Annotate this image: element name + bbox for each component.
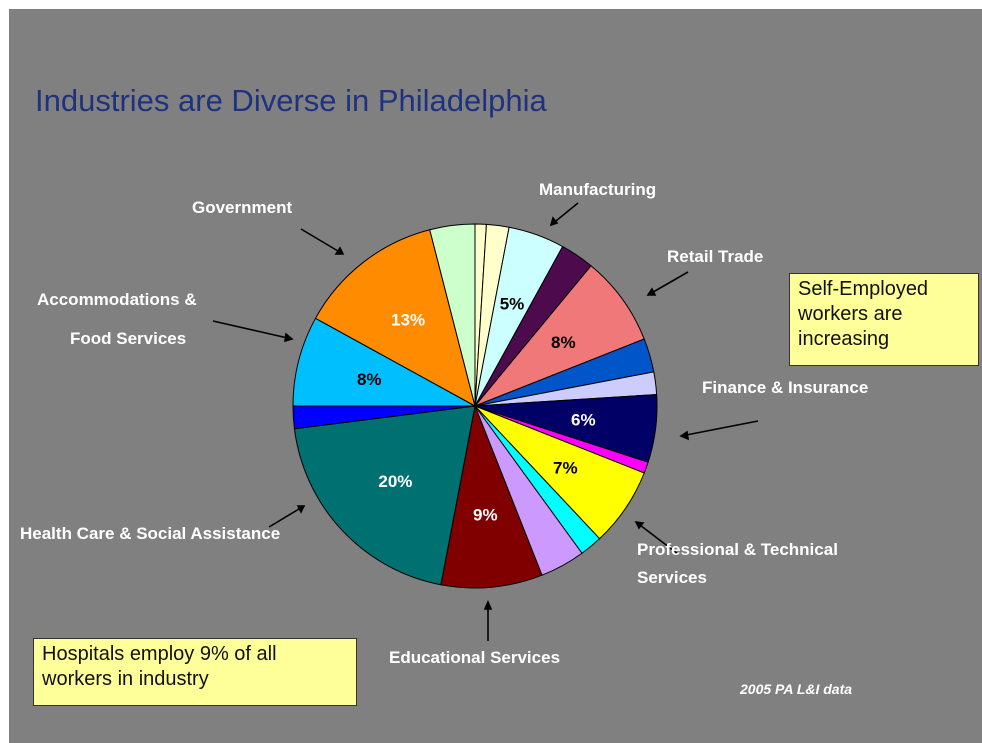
arrowhead-retail bbox=[646, 287, 657, 296]
arrowhead-educational bbox=[483, 599, 493, 610]
label-accommodations-line2: Food Services bbox=[70, 329, 187, 348]
arrowhead-accommodations bbox=[284, 332, 294, 343]
pie-data-label-15: 8% bbox=[357, 370, 382, 389]
note-self-employed: Self-Employed workers are increasing bbox=[789, 273, 979, 366]
pie-data-label-16: 13% bbox=[391, 311, 425, 330]
label-government: Government bbox=[192, 198, 293, 217]
pie-slice-16 bbox=[314, 229, 476, 407]
pie-data-label-7: 6% bbox=[571, 411, 596, 430]
label-accommodations-line1: Accommodations & bbox=[37, 290, 197, 309]
arrowhead-health bbox=[296, 505, 306, 514]
slide: Industries are Diverse in Philadelphia 5… bbox=[9, 9, 982, 743]
arrow-finance bbox=[680, 420, 759, 437]
pie-data-label-12: 9% bbox=[473, 506, 498, 525]
label-educational-services: Educational Services bbox=[389, 648, 561, 667]
arrow-government bbox=[300, 228, 344, 255]
arrowhead-professional bbox=[634, 520, 645, 530]
pie-slice-12 bbox=[440, 404, 543, 589]
pie-data-label-4: 8% bbox=[551, 333, 576, 352]
arrow-retail bbox=[647, 271, 689, 296]
arrowhead-finance bbox=[679, 430, 689, 441]
label-professional-line2: Services bbox=[637, 568, 707, 587]
arrowhead-manufacturing bbox=[549, 216, 559, 227]
pie-slice-4 bbox=[474, 265, 645, 407]
arrowhead-government bbox=[334, 246, 345, 255]
arrow-professional bbox=[635, 521, 679, 555]
label-health-care: Health Care & Social Assistance bbox=[20, 524, 281, 543]
label-finance-insurance: Finance & Insurance bbox=[702, 378, 869, 397]
note-hospitals: Hospitals employ 9% of all workers in in… bbox=[33, 638, 357, 706]
pie-data-label-13: 20% bbox=[378, 472, 412, 491]
slide-title: Industries are Diverse in Philadelphia bbox=[35, 83, 547, 118]
pie-data-label-9: 7% bbox=[553, 458, 578, 477]
pie-data-label-2: 5% bbox=[500, 294, 525, 313]
label-retail-trade: Retail Trade bbox=[667, 247, 764, 266]
arrow-accommodations bbox=[212, 320, 293, 340]
source-caption: 2005 PA L&I data bbox=[740, 681, 853, 697]
pie-slice-13 bbox=[293, 405, 476, 586]
arrow-health bbox=[268, 505, 305, 528]
pie-slice-15 bbox=[292, 317, 476, 407]
pie-chart: 5% 8% 6% 7% 9% 20% 8% 13% bbox=[212, 202, 759, 641]
pie-slice-17 bbox=[429, 223, 476, 407]
label-manufacturing: Manufacturing bbox=[539, 180, 657, 199]
label-professional-line1: Professional & Technical bbox=[637, 540, 838, 559]
